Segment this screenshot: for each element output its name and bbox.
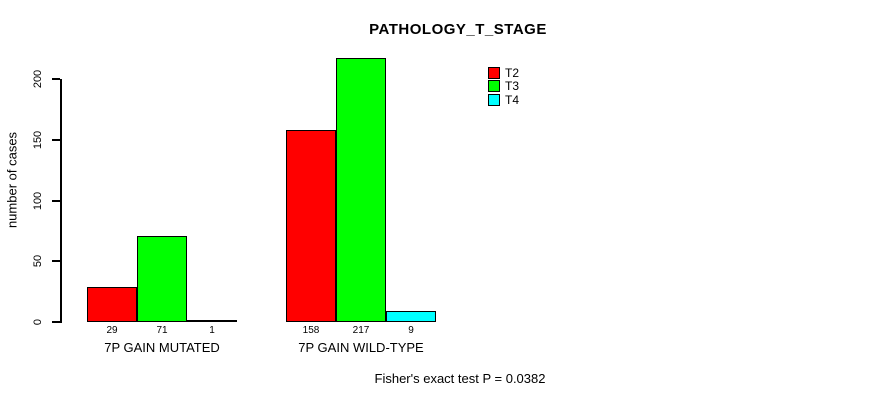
y-tick-mark bbox=[52, 260, 60, 263]
legend-swatch-t2 bbox=[488, 66, 500, 79]
bar-t3 bbox=[336, 58, 386, 322]
legend: T2 T3 T4 bbox=[488, 66, 519, 107]
y-tick-label: 150 bbox=[32, 130, 44, 149]
legend-swatch-t3 bbox=[488, 80, 500, 93]
bar-value-label: 217 bbox=[352, 325, 370, 336]
chart-title: PATHOLOGY_T_STAGE bbox=[369, 21, 547, 38]
x-category-label: 7P GAIN WILD-TYPE bbox=[298, 340, 424, 355]
y-tick-mark bbox=[52, 138, 60, 141]
y-tick-label: 200 bbox=[32, 69, 44, 89]
y-tick-mark bbox=[52, 321, 60, 323]
legend-swatch-t4 bbox=[488, 93, 500, 106]
legend-row: T4 bbox=[488, 93, 519, 107]
bar-value-label: 158 bbox=[302, 325, 320, 336]
y-axis-line bbox=[60, 79, 62, 323]
y-tick-mark bbox=[52, 78, 60, 80]
y-axis-title: number of cases bbox=[4, 131, 20, 229]
legend-label: T3 bbox=[505, 79, 520, 94]
bar-value-label: 1 bbox=[209, 325, 215, 336]
bar-value-label: 29 bbox=[106, 325, 118, 336]
bar-t4 bbox=[386, 311, 436, 322]
legend-label: T2 bbox=[505, 65, 520, 80]
bar-t2 bbox=[286, 130, 336, 322]
y-tick-mark bbox=[52, 199, 60, 202]
legend-row: T2 bbox=[488, 66, 519, 80]
legend-label: T4 bbox=[505, 92, 520, 107]
x-category-label: 7P GAIN MUTATED bbox=[104, 340, 220, 355]
bar-t3 bbox=[137, 235, 187, 322]
bar-value-label: 71 bbox=[156, 325, 168, 336]
y-tick-label: 50 bbox=[32, 255, 44, 268]
bar-t2 bbox=[87, 286, 137, 322]
legend-row: T3 bbox=[488, 80, 519, 94]
bar-value-label: 9 bbox=[408, 325, 414, 336]
y-tick-label: 100 bbox=[32, 191, 44, 210]
stats-annotation: Fisher's exact test P = 0.0382 bbox=[374, 371, 546, 386]
y-tick-label: 0 bbox=[32, 318, 44, 326]
bar-t4 bbox=[187, 320, 237, 322]
